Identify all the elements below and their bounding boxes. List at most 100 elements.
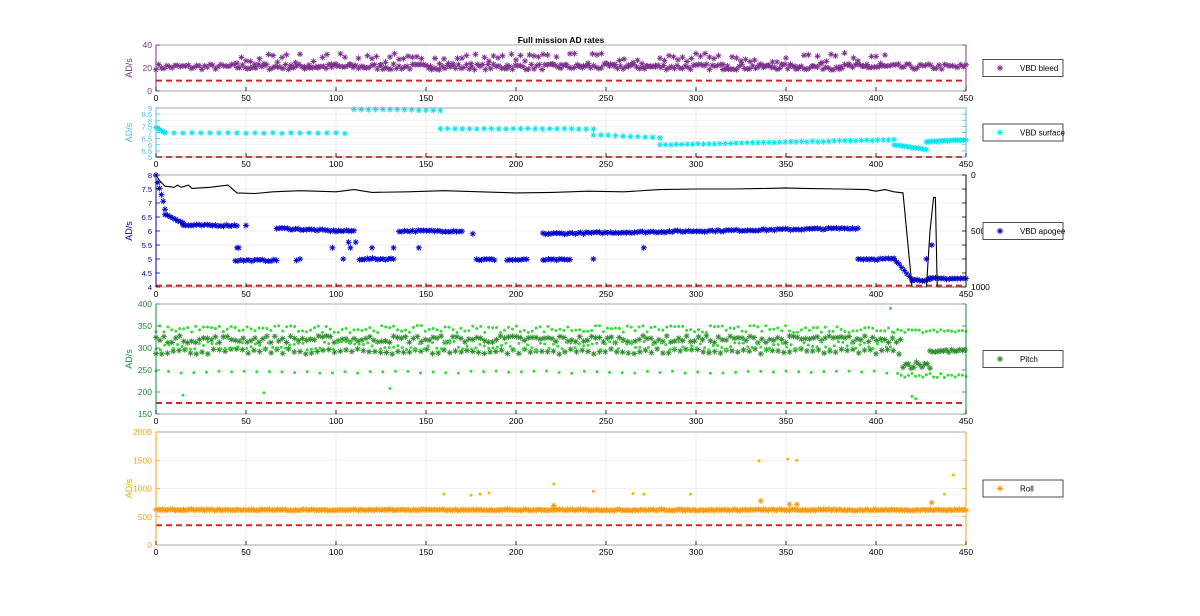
data-point [180,344,184,348]
data-point [587,64,594,71]
data-point [693,330,697,334]
data-point [648,63,654,70]
data-point [914,64,921,71]
data-point [672,346,676,350]
data-point [803,66,810,73]
data-point [680,228,686,235]
data-point [659,350,666,357]
data-point [679,54,686,61]
data-point [247,65,254,72]
data-point [711,140,718,147]
data-point [347,244,354,251]
data-point [705,140,712,147]
data-point [293,62,300,69]
data-point [765,507,772,514]
data-point [420,61,427,68]
series-surface-0 [153,106,969,153]
data-point [500,343,504,347]
data-point [270,256,277,263]
data-point [752,324,756,328]
data-point [768,328,772,332]
data-point [239,61,246,68]
data-point [575,126,582,133]
data-point [495,125,502,132]
data-point [667,141,674,148]
data-point [847,369,851,373]
data-point [765,62,771,69]
data-point [775,347,782,354]
data-point [823,58,830,65]
data-point [462,506,469,513]
data-point [584,337,591,344]
data-point [546,507,553,514]
data-point [413,507,420,514]
data-point [906,273,913,280]
data-point [920,506,927,513]
data-point [444,507,451,514]
data-point [694,346,701,353]
data-point [236,345,240,349]
data-point [385,255,392,262]
data-point [293,371,297,375]
data-point [217,324,221,328]
data-point [288,343,292,347]
data-point [740,329,744,333]
data-point [739,334,746,341]
data-point [513,56,519,63]
data-point [154,125,161,132]
data-point [540,230,546,237]
data-point [942,375,946,379]
data-point [384,325,388,329]
data-point [758,226,765,233]
data-point [838,346,845,353]
data-point [663,66,670,73]
data-point [285,66,292,73]
data-point [323,332,330,339]
data-point [598,324,602,328]
data-point [435,349,442,356]
data-point [204,370,208,374]
data-point [909,64,915,71]
data-point [269,65,276,72]
data-point [930,507,937,514]
data-point [690,506,697,513]
data-point [588,229,595,236]
data-point [204,350,211,357]
data-point [809,138,816,145]
data-point [508,344,512,348]
data-point [479,61,486,68]
data-point [770,506,777,513]
data-point [431,65,438,72]
data-point [202,344,206,348]
data-point [657,55,663,62]
data-point [740,347,747,354]
data-point [949,62,956,69]
data-point [844,347,851,354]
data-point [684,58,690,65]
data-point [627,133,634,140]
data-point [946,373,950,377]
data-point [678,141,685,148]
data-point [369,62,375,69]
data-point [734,370,738,374]
data-point [785,345,789,349]
data-point [358,506,365,513]
data-point [336,506,343,513]
data-point [742,341,746,345]
data-point [803,138,810,145]
data-point [325,346,332,353]
data-point [852,226,859,233]
data-point [518,330,522,334]
data-point [421,506,428,513]
data-point [875,329,879,333]
data-point [318,346,322,350]
y-tick-label: 2000 [133,427,152,437]
data-point [558,230,565,237]
data-point [547,346,551,350]
data-point [624,507,631,514]
data-point [381,370,385,374]
data-point [752,65,759,72]
data-point [642,506,649,513]
data-point [422,336,429,343]
data-point [374,256,381,263]
